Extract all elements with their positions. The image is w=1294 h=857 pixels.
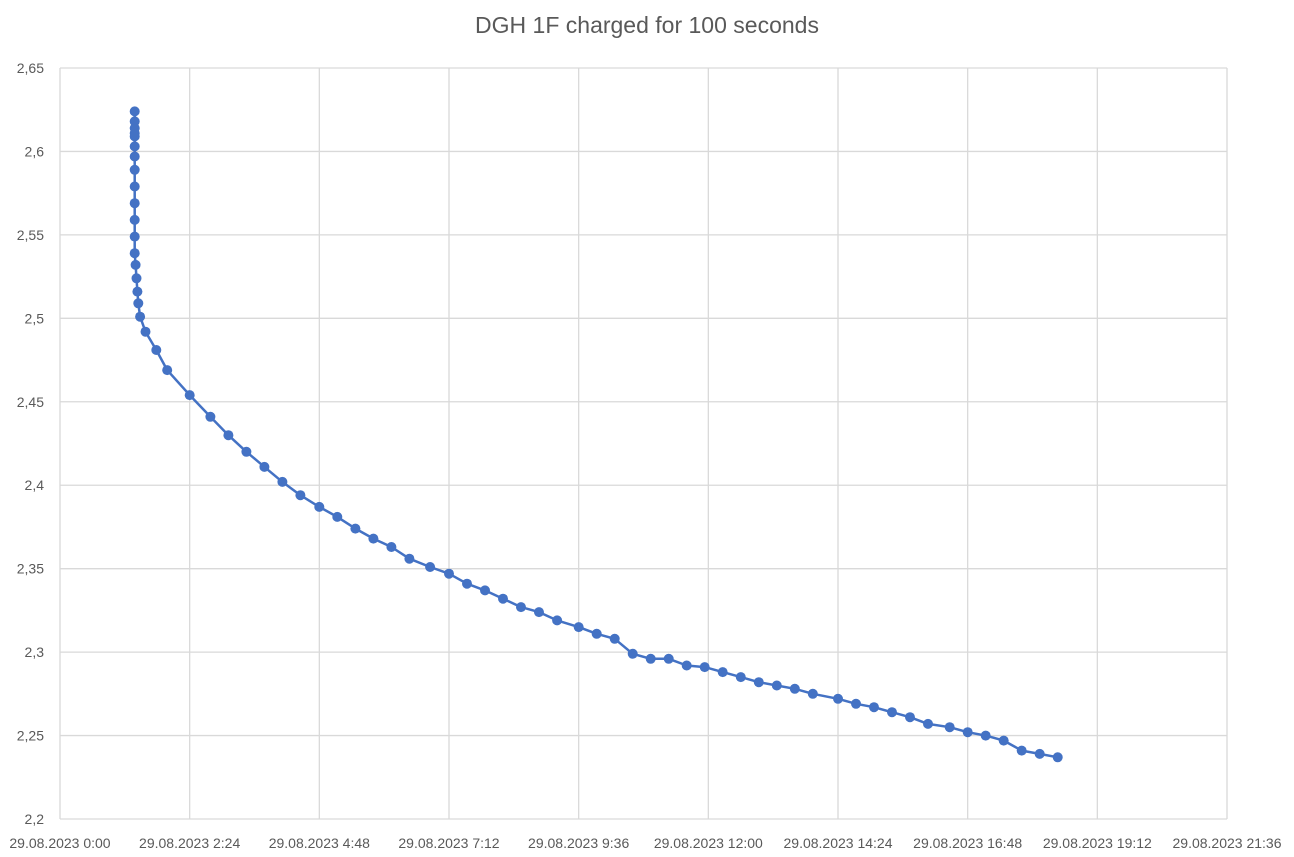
data-point	[223, 430, 234, 441]
data-point	[404, 553, 415, 564]
data-point	[573, 622, 584, 633]
x-tick-label: 29.08.2023 7:12	[398, 835, 499, 851]
y-tick-label: 2,3	[25, 644, 45, 660]
data-point	[241, 446, 252, 457]
data-point	[699, 662, 710, 673]
y-tick-label: 2,25	[17, 728, 44, 744]
data-point	[368, 533, 379, 544]
data-point	[184, 390, 195, 401]
data-point	[131, 273, 142, 284]
data-point	[869, 702, 879, 713]
data-point	[627, 648, 638, 659]
data-point	[1052, 752, 1063, 763]
data-point	[151, 345, 162, 355]
data-point	[735, 672, 746, 683]
series-line	[133, 111, 1058, 759]
data-point	[277, 476, 288, 487]
data-point	[129, 198, 140, 209]
y-tick-label: 2,55	[17, 227, 44, 243]
data-point	[552, 615, 563, 626]
data-point	[135, 311, 146, 322]
data-point	[833, 693, 843, 704]
data-point	[534, 607, 544, 618]
x-tick-label: 29.08.2023 2:24	[139, 835, 240, 851]
data-point	[425, 562, 436, 572]
data-point	[609, 633, 620, 644]
data-point	[129, 231, 140, 242]
data-point	[516, 602, 526, 613]
data-point	[259, 461, 270, 472]
data-point	[162, 365, 173, 376]
data-point	[350, 523, 361, 534]
y-tick-label: 2,65	[17, 60, 44, 76]
x-tick-label: 29.08.2023 4:48	[269, 835, 370, 851]
data-point	[498, 593, 508, 604]
data-point	[789, 683, 800, 694]
data-point	[681, 660, 692, 671]
data-point	[962, 727, 973, 738]
data-point	[129, 141, 140, 152]
data-point	[444, 568, 454, 579]
data-point	[332, 511, 343, 522]
data-point	[130, 259, 141, 270]
data-point	[129, 164, 140, 175]
x-tick-label: 29.08.2023 16:48	[913, 835, 1022, 851]
data-point	[980, 730, 991, 741]
data-point	[480, 585, 490, 596]
data-point	[923, 718, 933, 729]
x-tick-label: 29.08.2023 14:24	[784, 835, 893, 851]
y-tick-label: 2,2	[25, 811, 45, 827]
data-point	[129, 181, 140, 192]
data-point	[591, 628, 602, 639]
y-tick-label: 2,6	[25, 143, 45, 159]
data-point	[133, 298, 144, 309]
data-point	[129, 106, 140, 117]
y-tick-label: 2,35	[17, 561, 44, 577]
x-tick-label: 29.08.2023 19:12	[1043, 835, 1152, 851]
data-point	[998, 735, 1009, 746]
data-point	[771, 680, 782, 691]
chart-title: DGH 1F charged for 100 seconds	[475, 12, 819, 38]
data-point	[295, 490, 306, 501]
data-point	[905, 712, 915, 723]
y-tick-label: 2,5	[25, 310, 45, 326]
data-point	[386, 542, 397, 552]
data-point	[753, 677, 764, 688]
data-point	[129, 248, 140, 259]
data-point	[944, 722, 955, 733]
data-point	[807, 688, 818, 699]
x-tick-label: 29.08.2023 21:36	[1173, 835, 1282, 851]
data-point	[129, 131, 140, 142]
x-tick-label: 29.08.2023 9:36	[528, 835, 629, 851]
data-point	[645, 653, 656, 664]
data-point	[129, 151, 140, 162]
data-point	[717, 667, 728, 678]
x-tick-label: 29.08.2023 0:00	[9, 835, 110, 851]
data-point	[1034, 748, 1045, 759]
data-point	[205, 411, 216, 422]
data-point	[129, 214, 140, 225]
data-point	[887, 707, 897, 718]
data-point	[1016, 745, 1027, 756]
data-point	[851, 698, 861, 709]
x-tick-label: 29.08.2023 12:00	[654, 835, 763, 851]
y-tick-label: 2,45	[17, 394, 44, 410]
y-tick-label: 2,4	[25, 477, 45, 493]
data-point	[663, 653, 674, 664]
data-point	[132, 286, 143, 297]
data-point	[140, 326, 151, 337]
data-point	[314, 501, 325, 512]
data-point	[462, 578, 472, 589]
